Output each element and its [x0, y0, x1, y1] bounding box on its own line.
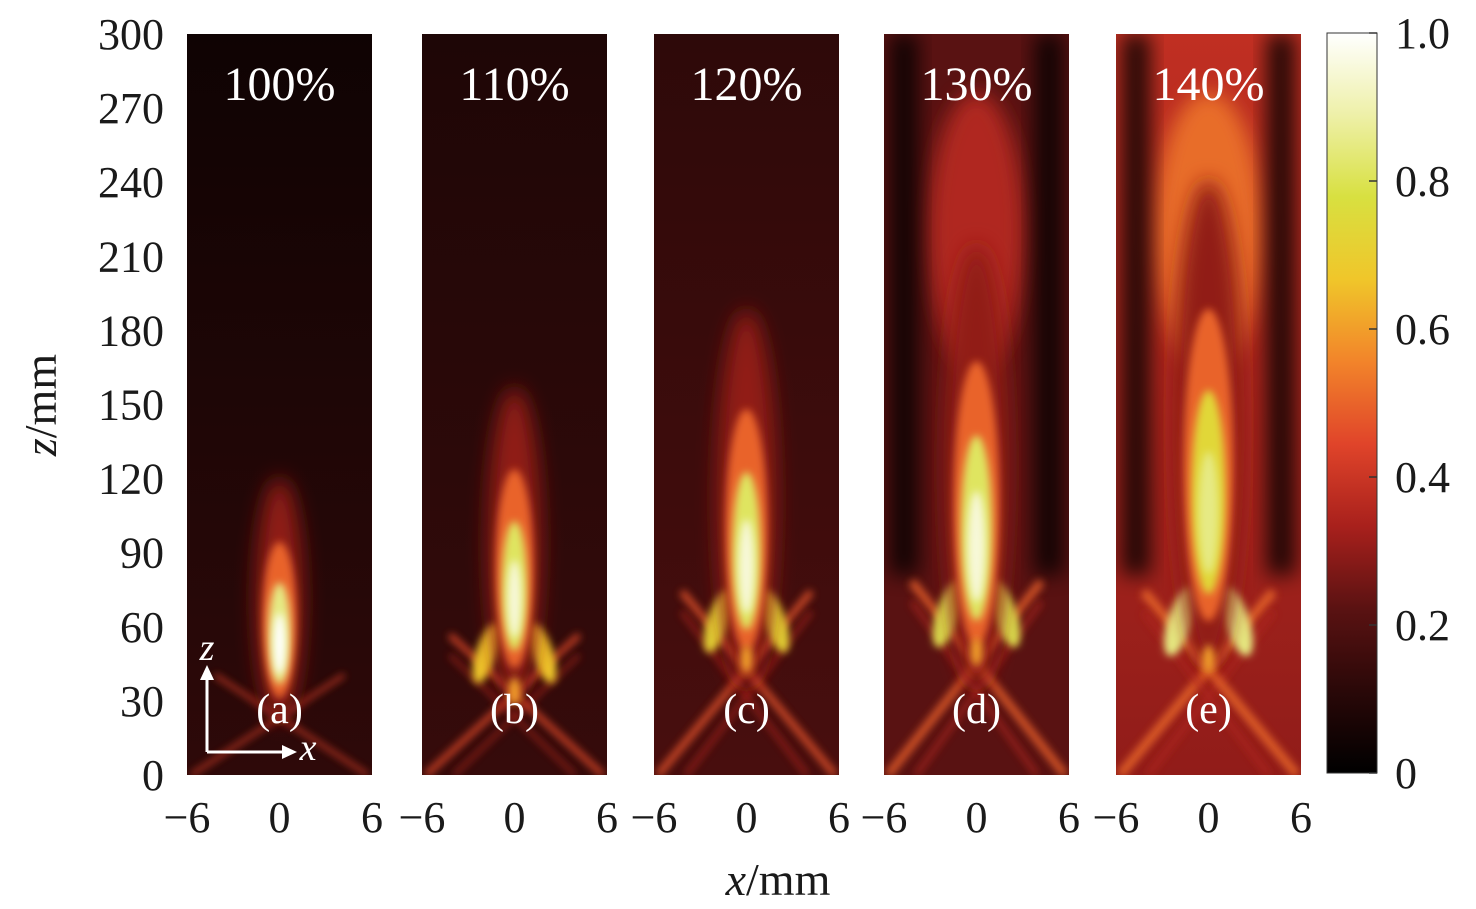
colorbar-tick-label: 0.8 [1395, 157, 1450, 206]
panel-label: (a) [256, 687, 303, 733]
colorbar-tick-label: 0.4 [1395, 453, 1450, 502]
x-tick-label: −6 [1093, 793, 1140, 842]
focal-peak [1198, 451, 1219, 574]
panel-label: (c) [723, 687, 770, 733]
x-tick-label: −6 [399, 793, 446, 842]
y-tick-label: 300 [98, 10, 164, 59]
x-axis-label: x/mm [725, 854, 831, 905]
y-tick-label: 30 [120, 677, 164, 726]
x-axis: −6 0 6 −6 0 6 −6 0 6 −6 0 6 −6 0 6 [164, 793, 1312, 842]
x-tick-label: 0 [269, 793, 291, 842]
heatmap-panel: 110% (b) [422, 34, 607, 775]
x-tick-label: 0 [736, 793, 758, 842]
heatmap-panel: 100% (a) [187, 34, 372, 775]
diffraction-ray [213, 673, 370, 775]
inset-x-label: x [299, 727, 317, 769]
y-tick-label: 150 [98, 381, 164, 430]
x-tick-label: 6 [1058, 793, 1080, 842]
panel-label: (e) [1185, 687, 1232, 733]
y-tick-label: 270 [98, 84, 164, 133]
arrowhead-icon [200, 665, 214, 680]
x-tick-label: −6 [631, 793, 678, 842]
x-tick-label: 6 [596, 793, 618, 842]
x-tick-label: 6 [1290, 793, 1312, 842]
panel-title: 130% [921, 58, 1033, 111]
y-axis-label: z/mm [15, 354, 66, 457]
focal-peak [967, 490, 986, 603]
colorbar-tick-label: 0.2 [1395, 601, 1450, 650]
diffraction-ray [189, 673, 346, 775]
focal-peak [273, 613, 286, 675]
x-tick-label: 0 [966, 793, 988, 842]
arrowhead-icon [282, 745, 297, 759]
focal-peak [507, 560, 522, 638]
y-tick-label: 120 [98, 455, 164, 504]
panel-title: 120% [691, 58, 803, 111]
x-tick-label: −6 [861, 793, 908, 842]
x-tick-label: 0 [504, 793, 526, 842]
colorbar: 0 0.2 0.4 0.6 0.8 1.0 [1326, 9, 1450, 798]
colorbar-tick-label: 0.6 [1395, 305, 1450, 354]
y-tick-label: 60 [120, 603, 164, 652]
heatmap-panel: 140% (e) [1116, 34, 1301, 775]
panel-label: (b) [490, 687, 539, 733]
focal-peak [738, 519, 755, 614]
x-tick-label: 0 [1198, 793, 1220, 842]
x-tick-label: 6 [828, 793, 850, 842]
heatmap-panel: 130% (d) [884, 34, 1069, 775]
panel-title: 110% [459, 58, 569, 111]
y-tick-label: 90 [120, 529, 164, 578]
y-tick-label: 180 [98, 306, 164, 355]
panel-title: 100% [224, 58, 336, 111]
panel-label: (d) [952, 687, 1001, 733]
x-tick-label: −6 [164, 793, 211, 842]
y-axis: 0 30 60 90 120 150 180 210 240 270 300 [98, 10, 164, 800]
inset-z-label: z [199, 627, 215, 669]
y-tick-label: 210 [98, 232, 164, 281]
heatmap-panel: 120% (c) [654, 34, 839, 775]
x-tick-label: 6 [361, 793, 383, 842]
y-tick-label: 240 [98, 158, 164, 207]
panel-title: 140% [1153, 58, 1265, 111]
colorbar-scale [1326, 32, 1378, 774]
colorbar-tick-label: 1.0 [1395, 9, 1450, 58]
y-tick-label: 0 [142, 751, 164, 800]
inset-axes: zx [199, 627, 317, 769]
colorbar-tick-label: 0 [1395, 749, 1417, 798]
heatmap-panels: 100%(a)110%(b)120%(c)130%(d)140%(e)zx [187, 34, 1301, 775]
